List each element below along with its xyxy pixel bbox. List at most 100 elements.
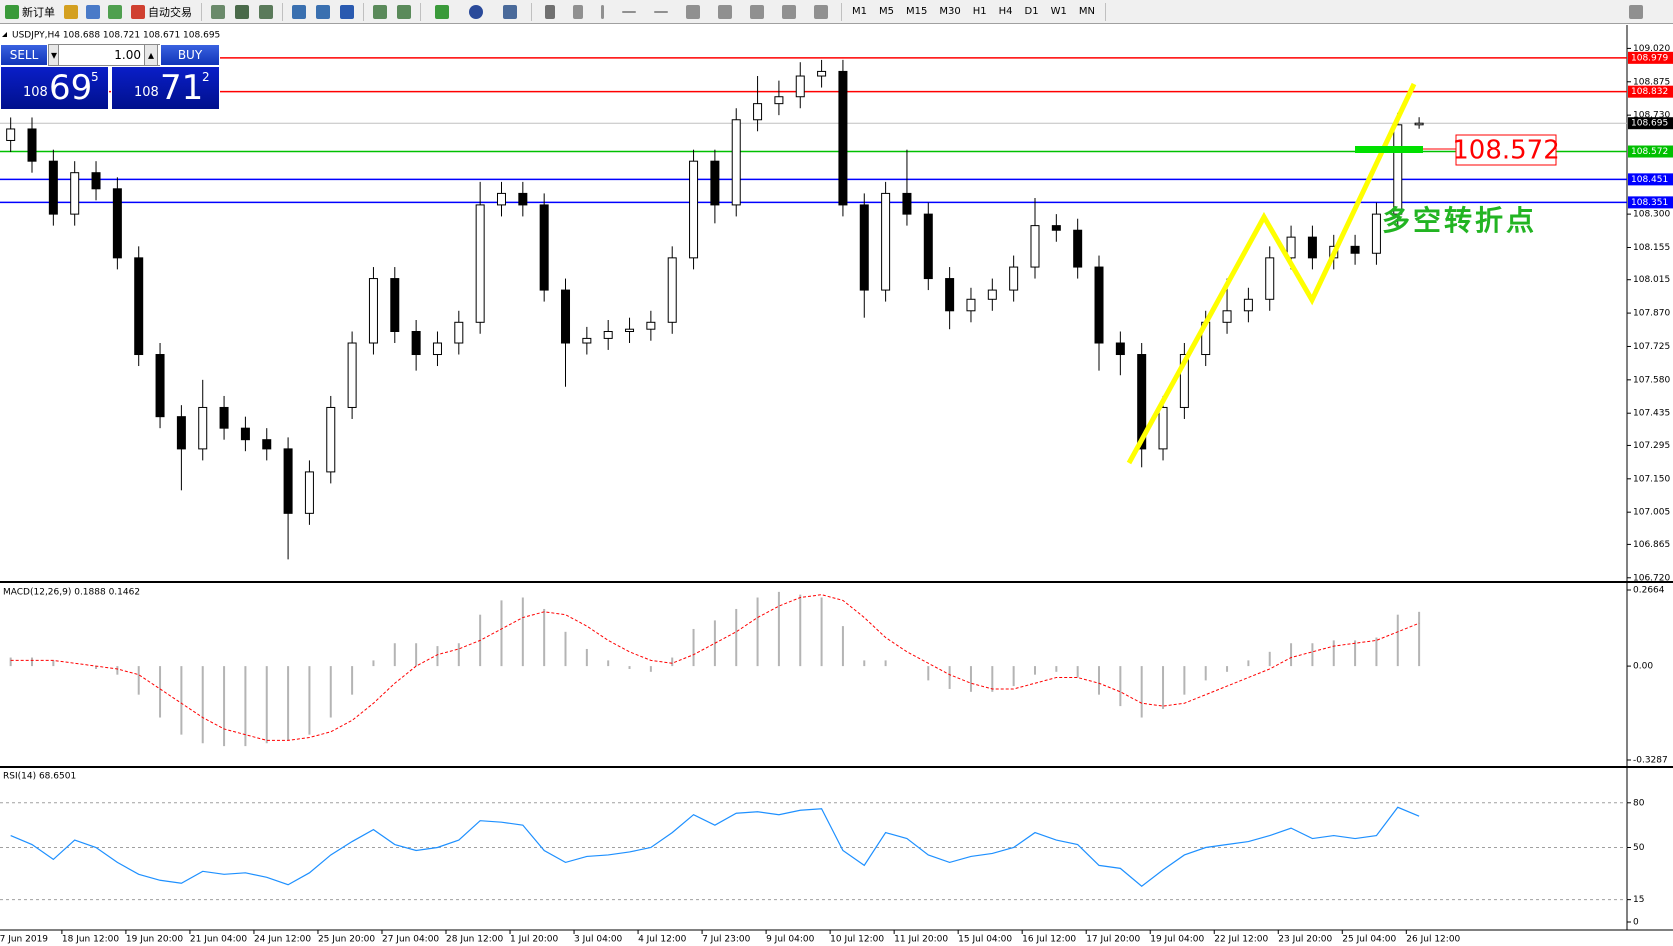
icon[interactable] xyxy=(718,4,732,19)
icon[interactable] xyxy=(654,10,668,13)
icon[interactable] xyxy=(397,4,411,19)
icon[interactable] xyxy=(86,4,100,19)
sell-button[interactable]: SELL xyxy=(0,44,48,66)
y-tick-label: -0.3287 xyxy=(1633,756,1668,766)
y-tick-label: 50 xyxy=(1633,843,1645,853)
separator xyxy=(841,2,842,21)
ask-quote[interactable]: 108 71 2 xyxy=(111,66,220,110)
icon[interactable] xyxy=(686,4,700,19)
new-order-button[interactable]: 新订单 xyxy=(0,2,60,22)
icon[interactable] xyxy=(435,4,449,19)
timeframe-button[interactable]: MN xyxy=(1078,6,1095,17)
level-label-bg xyxy=(1628,145,1673,158)
candle-body xyxy=(347,342,357,408)
price-label-bg xyxy=(1628,117,1673,130)
candle-body xyxy=(454,321,464,344)
volume-input[interactable]: 1.00 xyxy=(58,44,164,66)
time-label: 28 Jun 12:00 xyxy=(446,935,503,945)
icon[interactable] xyxy=(622,10,636,13)
y-tick-label: 0.00 xyxy=(1633,662,1653,672)
time-label: 10 Jul 12:00 xyxy=(830,935,884,945)
one-click-trading: SELL ▾ 1.00 ▴ BUY 108 69 5 108 71 2 xyxy=(0,44,220,110)
auto-trading-button[interactable]: 自动交易 xyxy=(126,2,197,22)
candle-body xyxy=(902,192,912,215)
candle-body xyxy=(1179,354,1189,408)
candle-body xyxy=(1286,236,1296,259)
timeframe-button[interactable]: W1 xyxy=(1050,6,1067,17)
y-tick-label: 109.020 xyxy=(1633,44,1670,54)
level-marker xyxy=(1355,146,1423,153)
candle-body xyxy=(240,427,250,441)
price-fraction: 5 xyxy=(91,70,99,84)
icon[interactable] xyxy=(292,4,306,19)
candle-body xyxy=(1243,298,1253,312)
icon[interactable] xyxy=(108,4,122,19)
candle-body xyxy=(411,331,421,356)
icon[interactable] xyxy=(235,4,249,19)
candle-body xyxy=(48,160,58,215)
candle-body xyxy=(1414,122,1424,126)
time-label: 23 Jul 20:00 xyxy=(1278,935,1332,945)
timeframe-button[interactable]: M1 xyxy=(852,6,867,17)
candle-body xyxy=(561,289,571,344)
candle-body xyxy=(70,172,80,215)
search-icon[interactable] xyxy=(1629,4,1643,19)
candle-body xyxy=(518,192,528,206)
volume-up[interactable]: ▴ xyxy=(144,44,158,66)
buy-button[interactable]: BUY xyxy=(160,44,220,66)
y-tick-label: 15 xyxy=(1633,895,1644,905)
candle-body xyxy=(1393,124,1403,215)
candle-body xyxy=(1265,257,1275,300)
icon[interactable] xyxy=(601,4,604,19)
icon[interactable] xyxy=(64,4,78,19)
timeframe-button[interactable]: M30 xyxy=(939,6,961,17)
icon xyxy=(5,4,19,19)
candle-body xyxy=(539,204,549,291)
icon[interactable] xyxy=(211,4,225,19)
timeframe-button[interactable]: H4 xyxy=(998,6,1013,17)
y-tick-label: 0 xyxy=(1633,918,1639,928)
y-tick-label: 108.015 xyxy=(1633,275,1670,285)
timeframe-button[interactable]: M5 xyxy=(879,6,894,17)
icon[interactable] xyxy=(469,4,483,19)
timeframe-button[interactable]: H1 xyxy=(972,6,987,17)
icon[interactable] xyxy=(373,4,387,19)
icon[interactable] xyxy=(782,4,796,19)
candle-body xyxy=(625,328,635,333)
icon[interactable] xyxy=(545,4,555,19)
candle-body xyxy=(753,103,763,121)
timeframe-button[interactable]: M15 xyxy=(906,6,928,17)
time-label: 19 Jul 04:00 xyxy=(1150,935,1204,945)
icon[interactable] xyxy=(316,4,330,19)
y-tick-label: 107.295 xyxy=(1633,441,1670,451)
icon[interactable] xyxy=(573,4,583,19)
y-tick-label: 107.870 xyxy=(1633,309,1670,319)
level-label-bg xyxy=(1628,196,1673,209)
y-tick-label: 80 xyxy=(1633,798,1645,808)
macd-label: MACD(12,26,9) 0.1888 0.1462 xyxy=(3,588,140,598)
icon[interactable] xyxy=(814,4,828,19)
price-big: 108 xyxy=(134,85,159,100)
rsi-line xyxy=(10,806,1420,888)
time-label: 18 Jun 12:00 xyxy=(62,935,119,945)
level-label-bg xyxy=(1628,173,1673,186)
candle-body xyxy=(1137,354,1147,450)
bid-quote[interactable]: 108 69 5 xyxy=(0,66,109,110)
rsi-label: RSI(14) 68.6501 xyxy=(3,772,76,782)
icon[interactable] xyxy=(259,4,273,19)
icon[interactable] xyxy=(750,4,764,19)
icon[interactable] xyxy=(340,4,354,19)
candle-body xyxy=(475,204,485,323)
icon[interactable] xyxy=(503,4,517,19)
candle-body xyxy=(1307,236,1317,259)
candle-body xyxy=(1051,225,1061,231)
price-pips: 71 xyxy=(160,68,204,108)
timeframe-button[interactable]: D1 xyxy=(1024,6,1039,17)
toolbar: 新订单 自动交易 M1 M5 M15 M30 H1 H4 D1 W1 MN xyxy=(0,0,1673,24)
time-label: 26 Jul 12:00 xyxy=(1406,935,1460,945)
candle-body xyxy=(881,192,891,291)
y-tick-label: 108.300 xyxy=(1633,210,1670,220)
price-fraction: 2 xyxy=(202,70,210,84)
candle-body xyxy=(219,406,229,429)
